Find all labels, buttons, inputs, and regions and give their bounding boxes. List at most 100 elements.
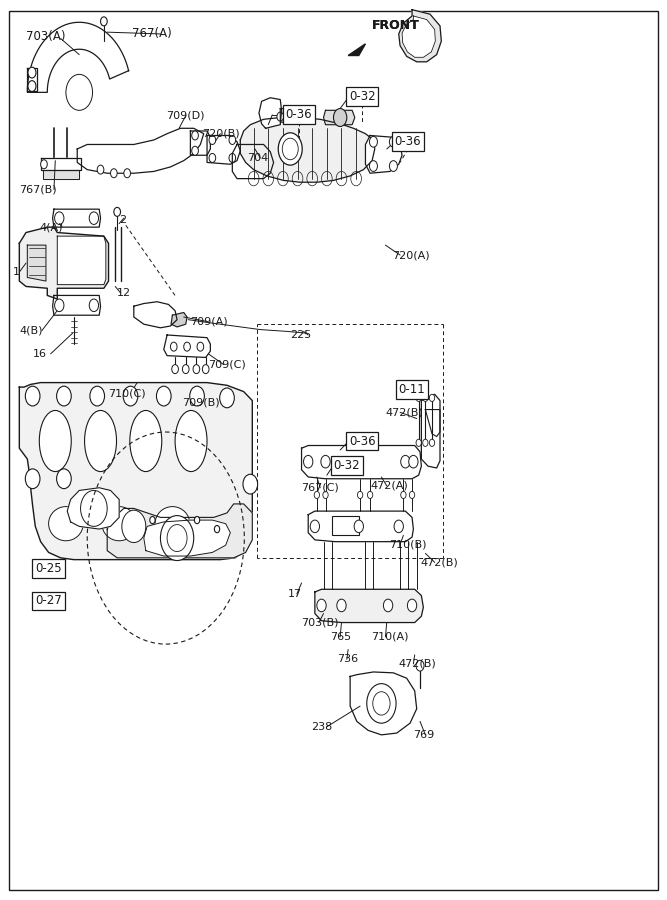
Text: 720(B): 720(B) <box>201 129 239 139</box>
Ellipse shape <box>130 410 162 472</box>
Text: 225: 225 <box>290 330 311 340</box>
Text: 709(D): 709(D) <box>166 111 204 121</box>
Circle shape <box>123 386 138 406</box>
Circle shape <box>57 386 71 406</box>
Text: 704: 704 <box>247 153 268 163</box>
Polygon shape <box>53 295 101 315</box>
Circle shape <box>317 599 326 612</box>
Circle shape <box>390 160 398 171</box>
Circle shape <box>416 439 422 446</box>
Text: 17: 17 <box>288 589 302 598</box>
Circle shape <box>323 491 328 499</box>
Circle shape <box>423 394 428 401</box>
Circle shape <box>202 364 209 373</box>
Polygon shape <box>279 113 301 120</box>
FancyBboxPatch shape <box>9 12 658 890</box>
Circle shape <box>191 147 198 156</box>
Circle shape <box>28 81 36 92</box>
Text: 2: 2 <box>119 215 126 225</box>
Polygon shape <box>323 111 355 125</box>
Polygon shape <box>190 131 210 156</box>
Circle shape <box>157 386 171 406</box>
Text: 0-32: 0-32 <box>334 459 360 472</box>
Polygon shape <box>27 22 129 93</box>
Polygon shape <box>134 302 177 328</box>
Circle shape <box>401 455 410 468</box>
Circle shape <box>209 154 215 162</box>
Polygon shape <box>422 394 440 468</box>
Circle shape <box>172 364 178 373</box>
Polygon shape <box>350 672 417 735</box>
Polygon shape <box>77 129 203 173</box>
Circle shape <box>25 386 40 406</box>
Circle shape <box>368 491 373 499</box>
Circle shape <box>161 516 193 561</box>
Text: 0-32: 0-32 <box>349 90 376 104</box>
Circle shape <box>89 299 99 311</box>
FancyBboxPatch shape <box>332 516 359 536</box>
Circle shape <box>303 455 313 468</box>
Text: 472(B): 472(B) <box>420 557 458 567</box>
Circle shape <box>409 455 418 468</box>
Polygon shape <box>399 10 442 62</box>
Polygon shape <box>144 520 230 556</box>
Circle shape <box>354 520 364 533</box>
Circle shape <box>122 510 146 543</box>
Polygon shape <box>19 382 252 560</box>
Circle shape <box>423 439 428 446</box>
Circle shape <box>114 207 121 216</box>
Polygon shape <box>259 98 281 129</box>
Circle shape <box>194 517 199 524</box>
Circle shape <box>416 394 422 401</box>
Text: 710(B): 710(B) <box>389 539 426 549</box>
Circle shape <box>314 491 319 499</box>
Polygon shape <box>107 504 252 558</box>
Text: 769: 769 <box>414 730 435 740</box>
Circle shape <box>416 661 424 671</box>
Circle shape <box>55 212 64 224</box>
Text: 1: 1 <box>13 267 19 277</box>
Circle shape <box>358 491 363 499</box>
Circle shape <box>229 136 235 145</box>
Circle shape <box>384 599 393 612</box>
Circle shape <box>90 386 105 406</box>
Text: 767(A): 767(A) <box>133 27 172 40</box>
Circle shape <box>278 133 302 165</box>
Ellipse shape <box>175 410 207 472</box>
Circle shape <box>430 439 435 446</box>
Text: 703(A): 703(A) <box>26 30 65 43</box>
Circle shape <box>191 131 198 140</box>
Circle shape <box>410 491 415 499</box>
Circle shape <box>334 109 347 127</box>
Polygon shape <box>232 145 273 178</box>
Circle shape <box>321 455 330 468</box>
Text: 0-36: 0-36 <box>285 108 312 122</box>
Circle shape <box>150 517 155 524</box>
Polygon shape <box>57 236 106 284</box>
Text: 703(B): 703(B) <box>301 617 339 627</box>
Circle shape <box>101 17 107 26</box>
Polygon shape <box>301 446 422 479</box>
Text: 709(A): 709(A) <box>190 317 228 327</box>
Circle shape <box>89 212 99 224</box>
Polygon shape <box>27 245 46 281</box>
Circle shape <box>229 154 235 162</box>
Text: 767(B): 767(B) <box>19 184 57 194</box>
Text: 710(C): 710(C) <box>109 389 146 399</box>
Circle shape <box>297 112 303 122</box>
Ellipse shape <box>85 410 117 472</box>
Circle shape <box>390 137 398 148</box>
Circle shape <box>193 364 199 373</box>
Text: 0-36: 0-36 <box>395 135 422 148</box>
Polygon shape <box>315 590 424 623</box>
Circle shape <box>28 68 36 78</box>
Circle shape <box>277 112 283 122</box>
Circle shape <box>243 474 257 494</box>
Circle shape <box>57 469 71 489</box>
Polygon shape <box>53 209 101 227</box>
Circle shape <box>55 299 64 311</box>
Text: 0-27: 0-27 <box>35 595 62 608</box>
Polygon shape <box>240 118 375 182</box>
Text: 12: 12 <box>117 288 131 298</box>
Text: 720(A): 720(A) <box>392 250 430 260</box>
